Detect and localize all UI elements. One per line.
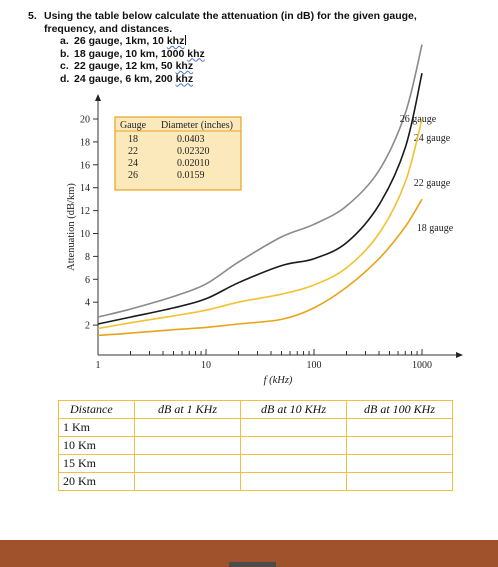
- distance-cell: 1 Km: [58, 418, 135, 437]
- question-item-unit: khz: [175, 72, 194, 85]
- table-row: 10 Km: [58, 436, 453, 455]
- distance-cell: 10 Km: [58, 436, 135, 455]
- legend-header-diameter: Diameter (inches): [161, 120, 233, 131]
- legend-table-box: [114, 116, 242, 191]
- table-row: 1 Km: [58, 418, 453, 437]
- db-value-cell[interactable]: [346, 418, 453, 437]
- question-item-text: 26 gauge, 1km, 10 khz: [74, 35, 187, 48]
- y-tick-label: 20: [80, 115, 90, 126]
- question-item-body: 24 gauge, 6 km, 200: [74, 72, 176, 85]
- legend-diameter-value: 0.02010: [177, 158, 210, 169]
- db-value-cell[interactable]: [134, 472, 241, 491]
- y-axis-label: Attenuation (dB/km): [66, 183, 77, 271]
- distance-cell: 20 Km: [58, 472, 135, 491]
- question-text-line2: frequency, and distances.: [44, 22, 173, 35]
- question-item-label: c.: [60, 60, 69, 72]
- y-tick-label: 18: [80, 137, 90, 148]
- series-label: 24 gauge: [414, 133, 451, 144]
- question-line: 5. Using the table below calculate the a…: [28, 10, 488, 23]
- question-item-label: b.: [60, 47, 70, 60]
- question-text-line1: Using the table below calculate the atte…: [44, 10, 417, 22]
- db-value-cell[interactable]: [134, 436, 241, 455]
- y-tick-label: 16: [80, 160, 90, 171]
- db-value-cell[interactable]: [346, 454, 453, 473]
- legend-header-gauge: Gauge: [120, 120, 147, 131]
- x-axis-label: f (kHz): [264, 375, 293, 386]
- x-tick-label: 100: [307, 360, 322, 371]
- data-table-header: dB at 1 KHz: [134, 400, 241, 419]
- legend-diameter-value: 0.0403: [177, 134, 205, 145]
- data-table-body: 1 Km 10 Km 15 Km 20 Km: [58, 418, 453, 491]
- y-tick-label: 10: [80, 229, 90, 240]
- x-tick-label: 1: [96, 360, 101, 371]
- y-axis-arrow: [95, 94, 101, 101]
- data-table-header: dB at 100 KHz: [346, 400, 453, 419]
- db-value-cell[interactable]: [346, 472, 453, 491]
- distance-cell: 15 Km: [58, 454, 135, 473]
- series-line-26-gauge: [97, 44, 423, 318]
- series-line-18-gauge: [97, 198, 423, 337]
- question-block: 5. Using the table below calculate the a…: [28, 10, 488, 85]
- question-item: d. 24 gauge, 6 km, 200 khz: [60, 73, 488, 86]
- y-tick-label: 8: [85, 252, 90, 263]
- legend-diameter-value: 0.02320: [177, 146, 210, 157]
- question-item-body: 22 gauge, 12 km, 50: [74, 60, 176, 72]
- question-item-unit: khz: [187, 47, 205, 60]
- question-items: a. 26 gauge, 1km, 10 khz b. 18 gauge, 10 km…: [28, 35, 488, 85]
- footer-tab: [229, 562, 276, 567]
- table-row: 20 Km: [58, 472, 453, 491]
- db-value-cell[interactable]: [134, 418, 241, 437]
- db-value-cell[interactable]: [240, 436, 347, 455]
- data-table-header: Distance: [58, 400, 135, 419]
- question-item-body: 18 gauge, 10 km, 1000: [74, 47, 188, 60]
- db-value-cell[interactable]: [346, 436, 453, 455]
- question-item: b. 18 gauge, 10 km, 1000 khz: [60, 48, 488, 61]
- question-item-text: 24 gauge, 6 km, 200 khz: [74, 73, 193, 86]
- y-tick-label: 4: [85, 298, 90, 309]
- question-item-text: 18 gauge, 10 km, 1000 khz: [74, 48, 205, 61]
- question-item-label: d.: [60, 72, 70, 85]
- y-tick-label: 14: [80, 183, 90, 194]
- db-value-cell[interactable]: [240, 454, 347, 473]
- legend-diameter-value: 0.0159: [177, 170, 205, 181]
- question-item: a. 26 gauge, 1km, 10 khz: [60, 35, 488, 48]
- question-item-body: 26 gauge, 1km, 10: [74, 35, 167, 47]
- series-label: 18 gauge: [417, 223, 454, 234]
- series-label: 22 gauge: [414, 178, 451, 189]
- y-tick-label: 12: [80, 206, 90, 217]
- question-item: c. 22 gauge, 12 km, 50 khz: [60, 60, 488, 73]
- db-value-cell[interactable]: [240, 472, 347, 491]
- series-line-22-gauge: [97, 118, 423, 330]
- legend-gauge-value: 26: [128, 170, 138, 181]
- question-item-unit: khz: [166, 35, 185, 47]
- legend-gauge-value: 22: [128, 146, 138, 157]
- y-tick-label: 2: [85, 321, 90, 332]
- db-value-cell[interactable]: [134, 454, 241, 473]
- series-label: 26 gauge: [400, 114, 437, 125]
- text-cursor: [185, 35, 187, 45]
- question-item-text: 22 gauge, 12 km, 50 khz: [74, 60, 193, 73]
- db-value-cell[interactable]: [240, 418, 347, 437]
- legend-gauge-value: 24: [128, 158, 138, 169]
- question-item-label: a.: [60, 35, 69, 47]
- data-table: Distance dB at 1 KHz dB at 10 KHz dB at …: [58, 400, 453, 491]
- x-tick-label: 10: [201, 360, 211, 371]
- question-number: 5.: [28, 10, 37, 22]
- table-row: 15 Km: [58, 454, 453, 473]
- x-axis-arrow: [456, 352, 463, 358]
- legend-gauge-value: 18: [128, 134, 138, 145]
- y-tick-label: 6: [85, 275, 90, 286]
- series-line-24-gauge: [97, 73, 423, 325]
- x-tick-label: 1000: [412, 360, 432, 371]
- data-table-header: dB at 10 KHz: [240, 400, 347, 419]
- question-item-unit: khz: [175, 60, 194, 72]
- data-table-header-row: Distance dB at 1 KHz dB at 10 KHz dB at …: [58, 400, 453, 419]
